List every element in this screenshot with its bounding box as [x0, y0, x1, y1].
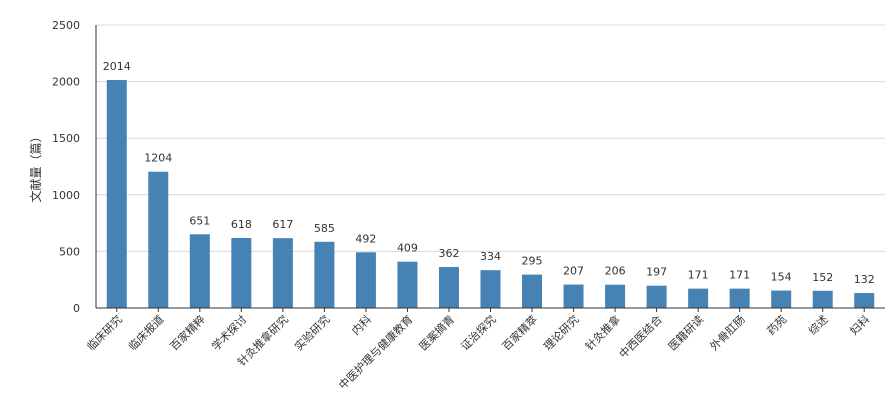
bar-value-label: 197 — [646, 266, 667, 279]
bar-value-label: 132 — [854, 273, 875, 286]
x-tick-label: 临床报道 — [125, 312, 166, 353]
bar-value-label: 362 — [438, 247, 459, 260]
y-axis-ticks: 0 500 1000 1500 2000 2500 — [52, 19, 80, 315]
y-axis-title: 文献量（篇） — [28, 130, 43, 202]
bar — [646, 285, 667, 308]
y-tick-label: 2000 — [52, 76, 80, 89]
bar — [355, 252, 376, 308]
x-tick-label: 中西医结合 — [616, 312, 665, 361]
x-tick-label: 医籍研读 — [665, 312, 706, 353]
bar-value-label: 409 — [397, 242, 418, 255]
bar-value-label: 492 — [355, 232, 376, 245]
bar — [688, 288, 709, 308]
bar-value-label: 2014 — [103, 60, 131, 73]
x-tick-label: 百家精粹 — [167, 312, 208, 353]
x-tick-label: 临床研究 — [84, 312, 125, 353]
x-tick-label: 百家精萃 — [499, 312, 540, 353]
bar — [397, 261, 418, 308]
bar-value-label: 334 — [480, 250, 501, 263]
x-tick-label: 内科 — [349, 312, 374, 337]
bar — [605, 284, 626, 308]
x-tick-label: 证治探究 — [458, 312, 499, 353]
bar-value-label: 651 — [189, 214, 210, 227]
bar — [771, 290, 792, 308]
bar-value-label: 171 — [688, 269, 709, 282]
bar-value-label: 617 — [272, 218, 293, 231]
bar — [729, 288, 750, 308]
gridlines — [96, 24, 885, 252]
bar — [563, 284, 584, 308]
bar-value-label: 154 — [771, 271, 792, 284]
x-tick-label: 药苑 — [765, 313, 790, 338]
bar-value-label: 618 — [231, 218, 252, 231]
x-tick-label: 妇科 — [847, 312, 872, 337]
bar — [480, 270, 501, 308]
bar-value-label: 295 — [522, 255, 543, 268]
x-tick-label: 理论研究 — [541, 312, 582, 353]
bar — [522, 274, 543, 308]
x-tick-label: 中医护理与健康教育 — [336, 312, 416, 392]
x-tick-label: 外骨肛肠 — [707, 313, 747, 353]
bar — [106, 80, 127, 308]
y-tick-label: 1500 — [52, 132, 80, 145]
x-tick-label: 实验研究 — [292, 312, 333, 353]
y-tick-label: 1000 — [52, 189, 80, 202]
bar — [272, 238, 293, 308]
bar — [148, 171, 169, 308]
bar — [812, 290, 833, 308]
x-tick-label: 学术探讨 — [208, 312, 249, 353]
x-tick-label: 医案摘青 — [416, 312, 457, 353]
bar — [231, 238, 252, 308]
bar — [189, 234, 210, 308]
bar — [854, 293, 875, 308]
y-tick-label: 2500 — [52, 19, 80, 32]
bar-value-label: 171 — [729, 269, 750, 282]
x-tick-label: 针灸推拿 — [582, 312, 623, 353]
bar — [314, 241, 335, 308]
bar-value-label: 152 — [812, 271, 833, 284]
bars — [106, 80, 875, 308]
data-labels: 2014 1204 651 618 617 585 492 409 362 334 295 207 20… — [103, 60, 875, 286]
bar-value-label: 206 — [605, 265, 626, 278]
bar-value-label: 207 — [563, 265, 584, 278]
bar-value-label: 585 — [314, 222, 335, 235]
bar-value-label: 1204 — [144, 152, 172, 165]
bar — [438, 267, 459, 308]
y-tick-label: 500 — [59, 245, 80, 258]
y-tick-label: 0 — [73, 302, 80, 315]
x-tick-label: 综述 — [805, 312, 830, 337]
